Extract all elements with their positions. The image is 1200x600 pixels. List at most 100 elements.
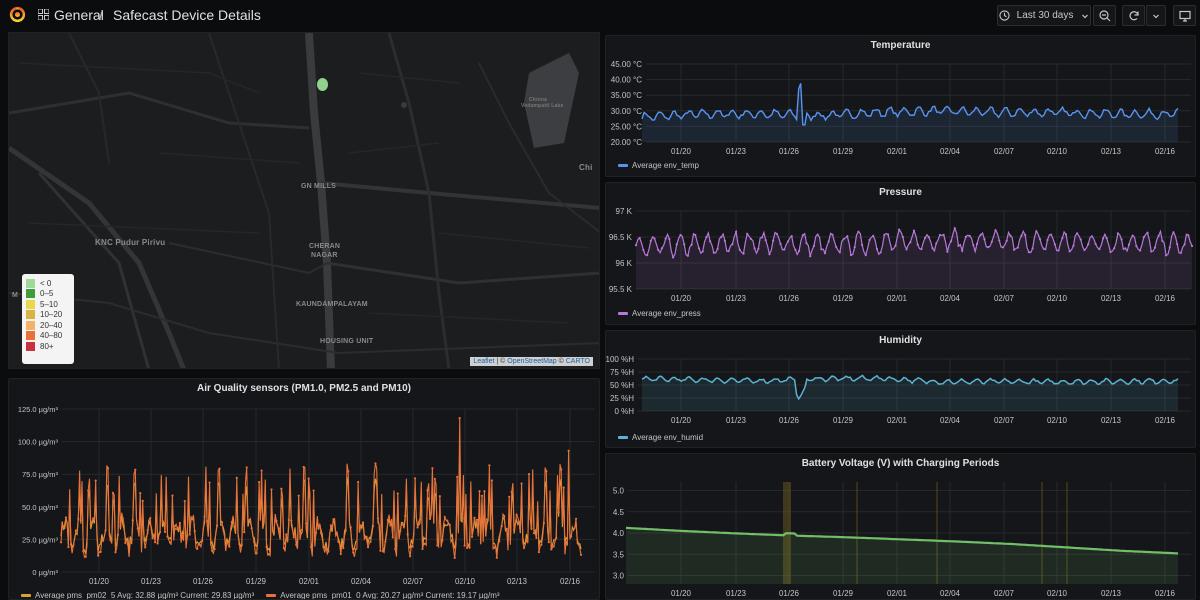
- env-press-point: [738, 248, 741, 251]
- pm01-point: [277, 527, 281, 530]
- battery-chart: 5.0 4.5 4.0 3.5 3.0 01/20 01/23 01/26 01/29 02/01…: [613, 482, 1191, 598]
- env-press-point: [861, 243, 864, 247]
- time-range-picker[interactable]: Last 30 days: [997, 5, 1091, 26]
- env-press-point: [1001, 246, 1005, 249]
- env-press-point: [968, 234, 971, 237]
- x-tick-label: 02/10: [455, 577, 476, 586]
- pm01-point: [396, 492, 399, 495]
- breadcrumb-separator: /: [99, 7, 103, 23]
- pm01-point: [163, 530, 167, 533]
- x-tick-label: 02/07: [994, 147, 1015, 156]
- pm01-point: [436, 544, 439, 547]
- pm01-point: [305, 522, 308, 525]
- env-press-point: [905, 248, 908, 251]
- dashboard-title[interactable]: Safecast Device Details: [113, 7, 261, 23]
- leaflet-link[interactable]: Leaflet: [473, 358, 495, 365]
- pm01-point: [149, 517, 152, 520]
- map-legend-row: 0–5: [26, 289, 70, 300]
- y-tick-label: 3.5: [613, 550, 625, 559]
- env-press-point: [883, 233, 886, 236]
- dashboards-grid-icon[interactable]: [38, 9, 49, 20]
- pm01-point: [238, 542, 241, 546]
- pm01-point: [198, 543, 201, 546]
- env-press-point: [857, 230, 860, 233]
- pm01-point: [275, 519, 278, 522]
- pm01-point: [428, 517, 432, 520]
- pm01-point: [166, 535, 169, 538]
- env-press-point: [731, 243, 734, 246]
- x-tick-label: 02/04: [940, 147, 961, 156]
- env-press-point: [879, 251, 882, 254]
- legend-item-pm25[interactable]: Average pms_pm02_5 Avg: 32.88 µg/m³ Curr…: [21, 591, 254, 599]
- x-tick-label: 01/29: [833, 294, 854, 303]
- pm01-point: [352, 551, 355, 554]
- pm01-point: [532, 532, 536, 535]
- temperature-legend[interactable]: Average env_temp: [618, 161, 699, 170]
- env-press-point: [1042, 247, 1045, 250]
- legend-swatch: [618, 436, 628, 439]
- env-press-point: [805, 242, 808, 245]
- pm01-point: [203, 515, 206, 518]
- env-press-point: [875, 247, 879, 251]
- osm-link[interactable]: OpenStreetMap: [507, 358, 557, 365]
- air-quality-legend[interactable]: Average pms_pm02_5 Avg: 32.88 µg/m³ Curr…: [21, 591, 508, 599]
- tv-mode-button[interactable]: [1173, 5, 1196, 26]
- carto-link[interactable]: CARTO: [565, 358, 590, 365]
- y-tick-label: 25 %H: [610, 394, 634, 403]
- battery-panel[interactable]: Battery Voltage (V) with Charging Period…: [605, 453, 1196, 600]
- x-tick-label: 01/29: [833, 416, 854, 425]
- x-tick-label: 01/26: [779, 294, 800, 303]
- env-press-point: [949, 240, 953, 243]
- env-press-point: [668, 237, 671, 241]
- refresh-button[interactable]: [1122, 5, 1145, 26]
- env-press-point: [998, 239, 1001, 242]
- env-press-point: [823, 251, 827, 255]
- x-tick-label: 02/01: [299, 577, 320, 586]
- pm01-point: [144, 546, 147, 549]
- y-tick-label: 75 %H: [610, 368, 634, 377]
- pm01-point: [245, 466, 248, 469]
- device-map[interactable]: GN MILLS KNC Pudur Pirivu CHERAN NAGAR K…: [8, 32, 600, 369]
- x-tick-label: 02/10: [1047, 147, 1068, 156]
- pm01-point: [210, 549, 214, 552]
- pm01-point: [357, 480, 360, 484]
- zoom-out-button[interactable]: [1093, 5, 1116, 26]
- pm01-point: [255, 552, 258, 555]
- device-marker[interactable]: [317, 78, 328, 91]
- env-press-point: [705, 236, 708, 239]
- map-legend-swatch: [26, 289, 35, 299]
- humidity-panel[interactable]: Humidity 100 %H 75 %H 50 %H 25 %H 0 %H 01/20 0…: [605, 330, 1196, 448]
- grafana-logo-icon[interactable]: [9, 6, 26, 23]
- breadcrumb-general[interactable]: General: [54, 7, 104, 23]
- map-legend-row: 20–40: [26, 320, 70, 331]
- pm01-point: [517, 520, 521, 524]
- panel-title: Humidity: [879, 335, 922, 346]
- pm01-point: [218, 467, 221, 470]
- env-press-point: [768, 253, 771, 256]
- x-tick-label: 01/23: [726, 294, 747, 303]
- legend-item-pm01[interactable]: Average pms_pm01_0 Avg: 20.27 µg/m³ Curr…: [266, 591, 500, 599]
- x-tick-label: 02/16: [1155, 416, 1176, 425]
- refresh-interval-dropdown[interactable]: [1146, 5, 1166, 26]
- map-legend-label: 80+: [40, 341, 54, 351]
- map-roads: [9, 33, 599, 368]
- pressure-panel[interactable]: Pressure 97 K 96.5 K 96 K 95.5 K 01/20 01/23 0…: [605, 182, 1196, 325]
- pm01-point: [287, 518, 290, 522]
- env-press-point: [983, 238, 986, 241]
- pm01-point: [77, 517, 80, 520]
- env-press-point: [1113, 247, 1116, 250]
- y-tick-label: 50.0 µg/m³: [22, 503, 59, 512]
- env-press-point: [975, 242, 979, 246]
- pm25-series-line: [60, 447, 582, 555]
- humidity-legend[interactable]: Average env_humid: [618, 433, 703, 442]
- air-quality-panel[interactable]: Air Quality sensors (PM1.0, PM2.5 and PM…: [8, 378, 600, 600]
- pm01-point: [567, 449, 570, 452]
- temperature-panel[interactable]: Temperature 45.00 °C 40.00 °C 35.00 °C 30.0…: [605, 35, 1196, 177]
- pm01-point: [465, 546, 469, 550]
- map-legend-label: 5–10: [40, 299, 58, 309]
- legend-label: Average env_temp: [632, 161, 700, 170]
- env-press-point: [1053, 243, 1056, 246]
- y-tick-label: 97 K: [616, 207, 633, 216]
- pressure-legend[interactable]: Average env_press: [618, 309, 701, 318]
- pm01-point: [389, 524, 392, 527]
